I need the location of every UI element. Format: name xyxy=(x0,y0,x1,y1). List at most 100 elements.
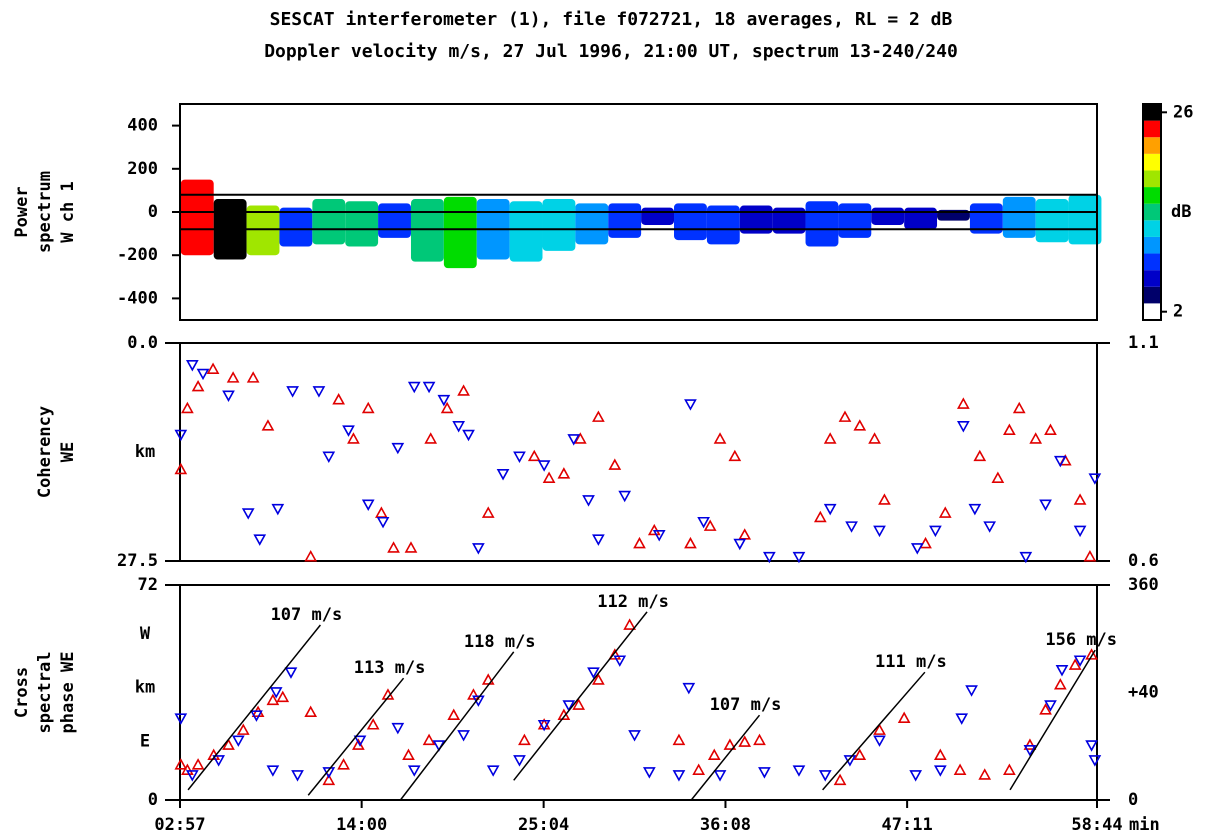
x-tick-label: 25:04 xyxy=(518,815,569,835)
marker-up xyxy=(919,536,932,549)
slope-label: 156 m/s xyxy=(1045,630,1117,650)
x-tick-label: 47:11 xyxy=(882,815,933,835)
marker-up xyxy=(573,432,587,444)
marker-down xyxy=(232,735,245,747)
marker-up xyxy=(738,735,752,747)
marker-up xyxy=(953,763,967,775)
marker-up xyxy=(647,523,661,536)
marker-down xyxy=(873,525,886,538)
left-axis-text: km xyxy=(135,442,155,462)
title: SESCAT interferometer (1), file f072721,… xyxy=(270,9,953,30)
echo-cell xyxy=(969,203,1003,234)
marker-up xyxy=(897,711,911,723)
marker-up xyxy=(1068,658,1082,670)
marker-up xyxy=(1003,423,1016,435)
marker-up xyxy=(518,733,531,746)
y-tick-label: 0 xyxy=(148,790,158,810)
marker-down xyxy=(642,767,656,779)
colorbar-swatch xyxy=(1143,253,1161,271)
marker-up xyxy=(608,648,622,660)
marker-down xyxy=(713,770,727,782)
marker-down xyxy=(1055,665,1069,677)
marker-down xyxy=(956,421,970,433)
marker-down xyxy=(472,543,485,555)
y-axis-label: Coherency xyxy=(35,406,55,498)
echo-cell xyxy=(641,207,675,225)
marker-down xyxy=(592,534,605,546)
marker-up xyxy=(1073,493,1087,505)
y-tick-label: 27.5 xyxy=(117,551,158,571)
marker-down xyxy=(955,713,969,725)
marker-down xyxy=(1044,700,1057,712)
marker-up xyxy=(181,401,194,414)
echo-cell xyxy=(904,207,938,230)
marker-down xyxy=(697,516,710,529)
marker-up xyxy=(226,371,240,383)
x-tick-label: 14:00 xyxy=(336,815,387,835)
marker-up xyxy=(813,510,827,523)
echo-cell xyxy=(509,201,543,262)
marker-up xyxy=(592,673,605,685)
marker-up xyxy=(868,432,881,444)
marker-down xyxy=(391,442,405,455)
marker-up xyxy=(608,458,622,470)
marker-up xyxy=(424,432,438,444)
marker-down xyxy=(582,495,595,507)
marker-up xyxy=(692,763,706,775)
marker-up xyxy=(833,773,847,786)
colorbar-swatch xyxy=(1143,137,1161,154)
marker-up xyxy=(938,506,952,518)
marker-up xyxy=(375,506,388,518)
marker-up xyxy=(684,536,697,549)
marker-down xyxy=(250,710,263,722)
marker-up xyxy=(672,733,686,746)
marker-down xyxy=(1073,525,1087,538)
colorbar-swatch xyxy=(1143,120,1161,138)
y2-tick-label: 0 xyxy=(1128,790,1138,810)
y2-tick-label: 1.1 xyxy=(1128,333,1159,353)
marker-down xyxy=(909,770,923,782)
marker-up xyxy=(592,410,605,422)
marker-down xyxy=(1023,745,1037,757)
colorbar-swatch xyxy=(1143,187,1161,204)
marker-up xyxy=(853,419,867,431)
marker-down xyxy=(271,503,285,516)
echo-cell xyxy=(838,203,872,238)
left-axis-text: W xyxy=(140,624,151,644)
echo-cell xyxy=(1068,194,1102,245)
y-tick-label: 0 xyxy=(148,202,158,222)
marker-up xyxy=(1029,432,1043,444)
subtitle: Doppler velocity m/s, 27 Jul 1996, 21:00… xyxy=(264,41,958,62)
marker-down xyxy=(437,394,451,407)
echo-cell xyxy=(871,207,905,225)
marker-down xyxy=(174,429,188,442)
y-tick-label: 0.0 xyxy=(127,333,158,353)
marker-up xyxy=(838,410,852,422)
echo-cell xyxy=(772,207,806,234)
marker-up xyxy=(991,471,1005,483)
echo-cell xyxy=(542,199,576,251)
marker-up xyxy=(1044,423,1057,435)
colorbar-swatch xyxy=(1143,220,1161,237)
marker-down xyxy=(422,381,436,394)
marker-down xyxy=(342,425,355,437)
marker-up xyxy=(956,397,970,409)
y-tick-label: 400 xyxy=(127,116,158,136)
left-axis-text: km xyxy=(135,678,155,698)
marker-down xyxy=(587,667,600,679)
marker-down xyxy=(968,503,982,516)
marker-up xyxy=(1053,678,1067,690)
marker-up xyxy=(467,688,480,700)
marker-down xyxy=(391,722,405,735)
marker-down xyxy=(212,755,225,767)
slope-line xyxy=(822,671,926,791)
marker-down xyxy=(562,700,576,712)
marker-up xyxy=(557,467,571,479)
marker-up xyxy=(572,698,586,710)
marker-down xyxy=(407,765,421,777)
marker-up xyxy=(633,536,646,549)
marker-up xyxy=(236,723,250,735)
marker-down xyxy=(196,368,210,381)
colorbar-label: dB xyxy=(1171,202,1191,222)
colorbar-swatch xyxy=(1143,270,1161,287)
